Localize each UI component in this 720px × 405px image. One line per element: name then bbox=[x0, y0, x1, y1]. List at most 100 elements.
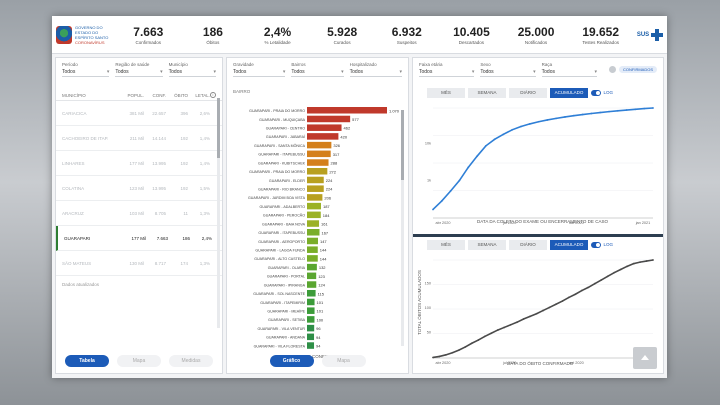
data-point[interactable] bbox=[516, 321, 519, 324]
filter-race[interactable]: Raça Todos bbox=[541, 62, 597, 77]
data-point[interactable] bbox=[616, 109, 619, 112]
scroll-top-button[interactable] bbox=[633, 347, 657, 369]
data-point[interactable] bbox=[503, 326, 506, 329]
data-point[interactable] bbox=[438, 355, 441, 358]
data-point[interactable] bbox=[457, 349, 460, 351]
info-icon[interactable]: i bbox=[210, 92, 216, 98]
bar[interactable] bbox=[307, 124, 342, 131]
seg-week[interactable]: SEMANA bbox=[468, 88, 506, 98]
seg-week-2[interactable]: SEMANA bbox=[468, 240, 506, 250]
bar[interactable] bbox=[307, 246, 318, 253]
data-point[interactable] bbox=[564, 116, 566, 118]
bar[interactable] bbox=[307, 333, 315, 341]
log-toggle[interactable]: LOG bbox=[591, 88, 613, 98]
bar[interactable] bbox=[307, 255, 318, 262]
data-point[interactable] bbox=[511, 128, 514, 131]
data-point[interactable] bbox=[432, 208, 434, 211]
bar[interactable] bbox=[307, 168, 328, 175]
data-point[interactable] bbox=[555, 117, 558, 120]
filter-sex[interactable]: Sexo Todos bbox=[480, 62, 536, 77]
data-point[interactable] bbox=[546, 119, 549, 121]
tab-map-2[interactable]: Mapa bbox=[321, 355, 366, 367]
data-point[interactable] bbox=[652, 107, 654, 109]
table-row[interactable]: CACHOEIRO DE ITAP. 211 Mil 14.144 192 1,4% bbox=[56, 126, 222, 151]
filter-health-region[interactable]: Região de saúde Todos bbox=[115, 62, 163, 77]
bar[interactable] bbox=[307, 298, 315, 306]
data-point[interactable] bbox=[464, 346, 467, 348]
bar[interactable] bbox=[307, 290, 316, 297]
bar[interactable] bbox=[307, 141, 332, 149]
bar[interactable] bbox=[307, 316, 315, 323]
data-point[interactable] bbox=[652, 259, 654, 261]
bar[interactable] bbox=[307, 229, 320, 236]
bar-scrollbar[interactable] bbox=[401, 110, 404, 346]
data-point[interactable] bbox=[632, 262, 635, 265]
bar[interactable] bbox=[307, 115, 351, 123]
table-scrollbar[interactable] bbox=[217, 98, 220, 328]
data-point[interactable] bbox=[625, 109, 628, 111]
bar[interactable] bbox=[307, 272, 317, 280]
table-row[interactable]: GUARAPARI 177 Mil 7.663 186 2,4% bbox=[56, 226, 222, 251]
data-point[interactable] bbox=[477, 339, 480, 341]
data-point[interactable] bbox=[600, 279, 603, 281]
seg-daily[interactable]: DIÁRIO bbox=[509, 88, 547, 98]
log-toggle-2[interactable]: LOG bbox=[591, 240, 613, 250]
tab-measures[interactable]: Medidas bbox=[169, 355, 213, 367]
filter-period[interactable]: Período Todos bbox=[62, 62, 110, 77]
seg-daily-2[interactable]: DIÁRIO bbox=[509, 240, 547, 250]
filter-municipality[interactable]: Município Todos bbox=[168, 62, 216, 77]
seg-cumulative-2[interactable]: ACUMULADO bbox=[550, 240, 588, 250]
bar[interactable] bbox=[307, 194, 323, 201]
data-point[interactable] bbox=[590, 112, 593, 115]
data-point[interactable] bbox=[606, 275, 609, 278]
bar[interactable] bbox=[307, 342, 315, 349]
bar[interactable] bbox=[307, 176, 324, 184]
table-row[interactable]: ARACRUZ 103 Mil 8.705 11 1,3% bbox=[56, 201, 222, 226]
filter-age[interactable]: Faixa etária Todos bbox=[419, 62, 475, 77]
bar[interactable] bbox=[307, 202, 321, 210]
data-point[interactable] bbox=[593, 282, 596, 285]
seg-cumulative[interactable]: ACUMULADO bbox=[550, 88, 588, 98]
bar-scroll-thumb[interactable] bbox=[401, 110, 404, 180]
bar[interactable] bbox=[307, 211, 321, 219]
data-point[interactable] bbox=[493, 138, 496, 141]
data-point[interactable] bbox=[587, 286, 590, 289]
data-point[interactable] bbox=[537, 120, 540, 123]
data-point[interactable] bbox=[484, 145, 487, 147]
bar[interactable] bbox=[307, 324, 315, 332]
data-point[interactable] bbox=[645, 260, 648, 262]
data-point[interactable] bbox=[548, 306, 551, 309]
data-point[interactable] bbox=[467, 166, 470, 169]
data-point[interactable] bbox=[619, 268, 622, 271]
data-point[interactable] bbox=[528, 123, 531, 125]
data-point[interactable] bbox=[561, 300, 564, 302]
data-point[interactable] bbox=[496, 329, 499, 331]
tab-table[interactable]: Tabela bbox=[65, 355, 109, 367]
data-point[interactable] bbox=[572, 114, 575, 117]
data-point[interactable] bbox=[445, 353, 447, 356]
bar[interactable] bbox=[307, 159, 329, 166]
data-point[interactable] bbox=[639, 261, 641, 264]
seg-month-2[interactable]: MÊS bbox=[427, 240, 465, 250]
filter-hospitalized[interactable]: Hospitalizado Todos bbox=[349, 62, 402, 77]
data-point[interactable] bbox=[451, 351, 454, 354]
table-row[interactable]: LINHARES 177 Mil 13.995 192 1,4% bbox=[56, 151, 222, 176]
filter-severity[interactable]: Gravidade Todos bbox=[233, 62, 286, 77]
data-point[interactable] bbox=[574, 293, 577, 296]
bar[interactable] bbox=[307, 220, 320, 227]
seg-month[interactable]: MÊS bbox=[427, 88, 465, 98]
data-point[interactable] bbox=[599, 111, 602, 114]
data-point[interactable] bbox=[483, 335, 486, 338]
bar[interactable] bbox=[307, 150, 331, 158]
data-point[interactable] bbox=[470, 342, 473, 345]
data-point[interactable] bbox=[432, 356, 434, 359]
data-point[interactable] bbox=[608, 110, 610, 113]
tab-chart[interactable]: Gráfico bbox=[269, 355, 314, 367]
data-point[interactable] bbox=[529, 315, 531, 318]
table-row[interactable]: CARIACICA 381 Mil 22.657 396 2,6% bbox=[56, 101, 222, 126]
data-point[interactable] bbox=[581, 113, 584, 116]
table-row[interactable]: SÃO MATEUS 130 Mil 8.717 174 1,3% bbox=[56, 251, 222, 276]
bar[interactable] bbox=[307, 307, 315, 314]
bar[interactable] bbox=[307, 133, 339, 140]
data-point[interactable] bbox=[476, 155, 478, 158]
